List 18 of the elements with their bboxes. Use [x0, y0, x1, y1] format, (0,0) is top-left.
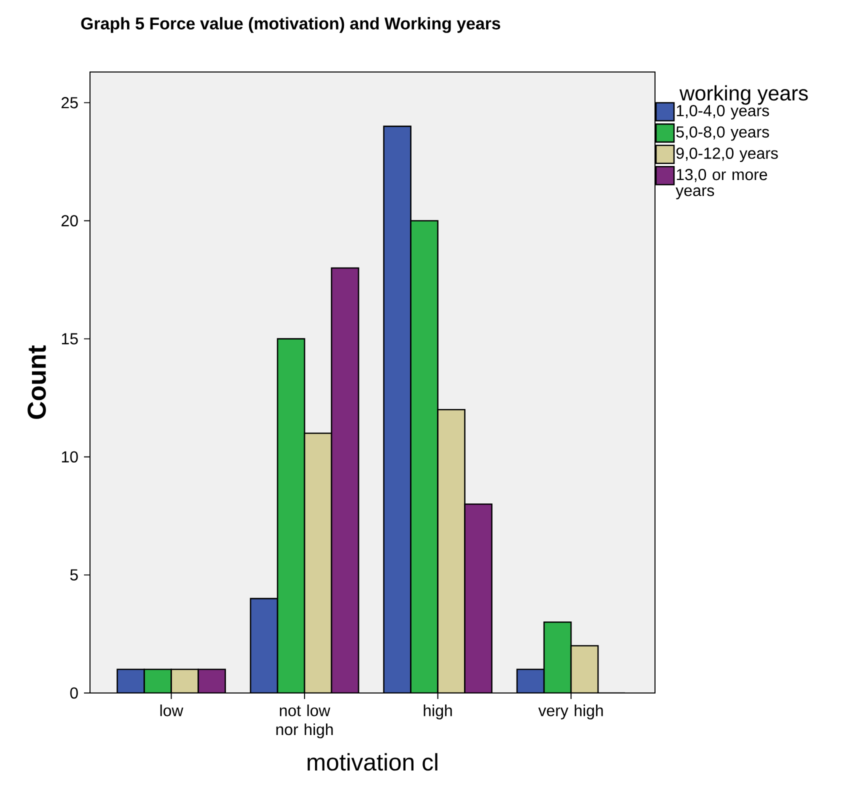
legend-label: 5,0-8,0 years	[676, 126, 769, 141]
y-tick-label: 25	[62, 97, 78, 108]
x-tick-label: not low nor high	[276, 704, 333, 738]
y-tick-label: 5	[70, 569, 78, 580]
legend-title: working years	[679, 85, 808, 105]
legend-label: 1,0-4,0 years	[676, 105, 769, 120]
x-axis-title: motivation cl	[308, 753, 438, 771]
chart-title: Graph 5 Force value (motivation) and Working years	[81, 17, 500, 33]
legend-label: 13,0 or more years	[676, 168, 768, 200]
legend-label: 9,0-12,0 years	[676, 148, 778, 162]
y-tick-label: 20	[62, 215, 78, 226]
x-tick-label: high	[424, 704, 452, 720]
y-tick-label: 10	[62, 451, 78, 463]
y-axis-title: Count	[28, 345, 46, 419]
x-tick-label: low	[160, 704, 184, 716]
y-tick-label: 0	[70, 687, 78, 699]
x-tick-label: very high	[538, 704, 603, 720]
y-tick-label: 15	[62, 333, 78, 344]
